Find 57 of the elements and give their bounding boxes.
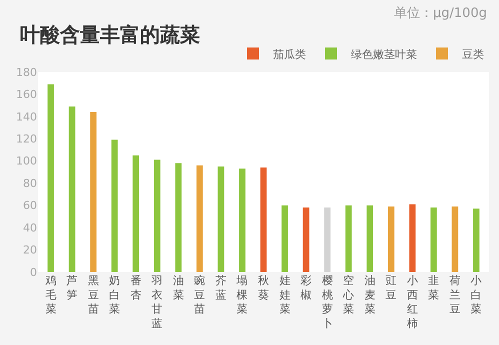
y-tick-label: 40 bbox=[23, 221, 37, 234]
x-tick-label: 芥蓝 bbox=[215, 274, 226, 302]
y-tick-label: 20 bbox=[23, 244, 37, 257]
bar bbox=[48, 84, 54, 272]
legend-label: 茄瓜类 bbox=[273, 46, 306, 62]
bar bbox=[260, 168, 267, 272]
bar bbox=[452, 206, 458, 272]
bar bbox=[90, 112, 96, 272]
bar bbox=[282, 205, 288, 272]
bar bbox=[366, 205, 374, 272]
chart-title: 叶酸含量丰富的蔬菜 bbox=[20, 22, 200, 46]
legend-label: 豆类 bbox=[462, 46, 484, 62]
x-tick-label: 秋葵 bbox=[258, 274, 269, 302]
y-tick-label: 0 bbox=[30, 266, 37, 279]
x-tick-label: 奶白菜 bbox=[109, 274, 120, 316]
x-tick-label: 塌棵菜 bbox=[236, 274, 248, 316]
x-tick-label: 豌豆苗 bbox=[194, 274, 206, 316]
bar bbox=[218, 166, 224, 272]
bar bbox=[132, 155, 140, 272]
y-tick-label: 180 bbox=[16, 66, 37, 79]
bar bbox=[345, 205, 352, 272]
x-tick-label: 小白菜 bbox=[470, 274, 482, 316]
text: 单位：μg/100g bbox=[394, 6, 487, 21]
bar bbox=[196, 165, 203, 272]
x-tick-label: 芦笋 bbox=[66, 274, 78, 302]
bar bbox=[111, 140, 118, 272]
y-tick-label: 160 bbox=[16, 88, 37, 102]
bar bbox=[175, 163, 182, 272]
bar bbox=[68, 106, 76, 272]
x-tick-label: 豇豆 bbox=[386, 274, 397, 302]
bar bbox=[324, 208, 331, 272]
x-tick-label: 空心菜 bbox=[342, 274, 354, 316]
x-tick-label: 油麦菜 bbox=[364, 274, 376, 316]
x-tick-label: 樱桃萝卜 bbox=[322, 274, 333, 330]
x-tick-label: 荷兰豆 bbox=[449, 274, 460, 316]
bar bbox=[154, 160, 160, 272]
x-tick-label: 彩椒 bbox=[300, 274, 312, 302]
x-tick-label: 油菜 bbox=[172, 274, 184, 302]
y-tick-label: 100 bbox=[16, 154, 37, 168]
x-tick-label: 番杏 bbox=[130, 274, 142, 302]
x-tick-label: 黑豆苗 bbox=[88, 274, 99, 316]
x-tick-label: 羽衣甘蓝 bbox=[152, 274, 163, 330]
bar bbox=[409, 204, 416, 272]
x-tick-label: 娃娃菜 bbox=[279, 274, 290, 316]
y-tick-label: 60 bbox=[23, 199, 37, 212]
y-tick-label: 140 bbox=[16, 110, 37, 124]
x-tick-label: 鸡毛菜 bbox=[44, 274, 56, 316]
bar bbox=[473, 208, 480, 272]
legend-label: 绿色嫩茎叶菜 bbox=[351, 46, 417, 62]
bar bbox=[302, 208, 310, 272]
y-tick-label: 120 bbox=[16, 132, 37, 146]
bar bbox=[388, 206, 394, 272]
bar bbox=[430, 208, 437, 272]
x-tick-label: 韭菜 bbox=[428, 274, 440, 302]
bar bbox=[239, 168, 246, 272]
y-tick-label: 80 bbox=[23, 176, 37, 190]
x-tick-label: 小西红柿 bbox=[406, 274, 418, 330]
